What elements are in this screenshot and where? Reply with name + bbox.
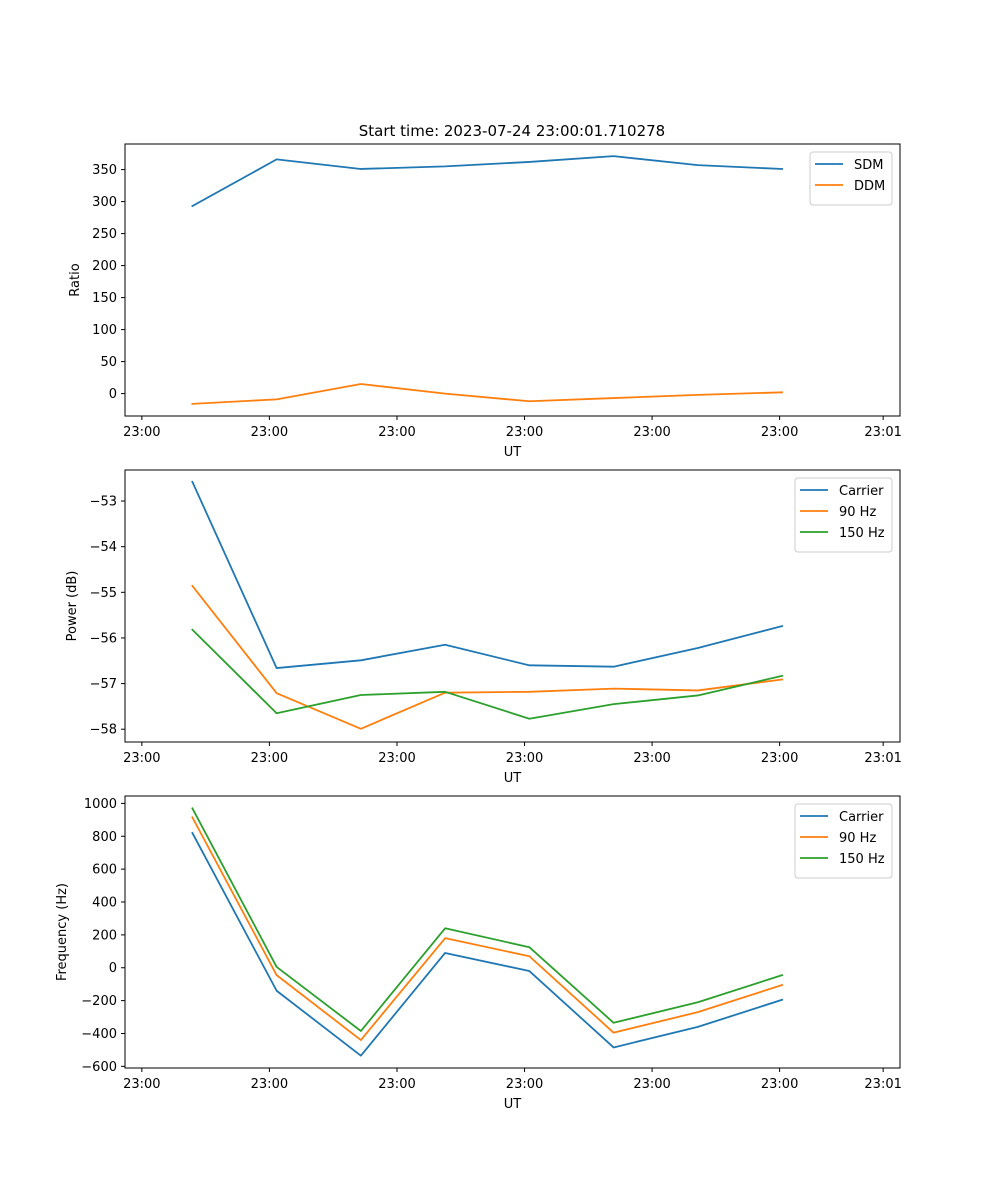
plot-frame <box>124 143 901 417</box>
x-tick-label: 23:00 <box>378 425 415 440</box>
y-tick-label: 0 <box>109 387 117 402</box>
x-tick-label: 23:00 <box>761 1077 798 1092</box>
series-line-carrier <box>191 480 784 669</box>
y-tick-label: 300 <box>92 195 117 210</box>
y-tick-label: 350 <box>92 163 117 178</box>
y-tick-label: −400 <box>81 1027 117 1042</box>
legend: Carrier 90 Hz 150 Hz <box>794 803 893 879</box>
y-tick-label: 400 <box>92 896 117 911</box>
legend-label: 90 Hz <box>839 831 876 846</box>
series-line-90-hz <box>191 816 784 1041</box>
legend-label: DDM <box>854 179 885 194</box>
x-tick-label: 23:00 <box>506 425 543 440</box>
y-tick-label: −55 <box>90 586 117 601</box>
x-tick-label: 23:00 <box>761 751 798 766</box>
series-line-150-hz <box>191 807 784 1032</box>
x-axis-label: UT <box>504 445 522 460</box>
x-tick-label: 23:00 <box>506 751 543 766</box>
legend-label: 150 Hz <box>839 852 885 867</box>
plot-frame <box>124 469 901 743</box>
x-tick-label: 23:00 <box>378 1077 415 1092</box>
y-axis-label: Ratio <box>68 263 83 296</box>
y-tick-label: 100 <box>92 323 117 338</box>
y-tick-label: −56 <box>90 631 117 646</box>
chart-1: 0 50 100 150 200 250 300 350 23:00 23:00 23:00 23:0… <box>68 143 902 460</box>
series-line-150-hz <box>191 628 784 720</box>
y-tick-label: −600 <box>81 1060 117 1075</box>
x-tick-label: 23:00 <box>761 425 798 440</box>
x-tick-label: 23:00 <box>123 1077 160 1092</box>
y-tick-label: 150 <box>92 291 117 306</box>
x-tick-label: 23:01 <box>864 751 901 766</box>
series-line-sdm <box>191 155 784 208</box>
series-line-ddm <box>191 383 783 405</box>
x-tick-label: 23:00 <box>251 425 288 440</box>
legend-box <box>794 477 893 553</box>
x-tick-label: 23:00 <box>251 1077 288 1092</box>
x-tick-label: 23:00 <box>633 425 670 440</box>
y-tick-label: 0 <box>109 961 117 976</box>
y-tick-label: 250 <box>92 227 117 242</box>
legend-box <box>794 803 893 879</box>
x-tick-label: 23:00 <box>123 751 160 766</box>
y-tick-label: −200 <box>81 994 117 1009</box>
y-tick-label: 200 <box>92 928 117 943</box>
charts-container: 0 50 100 150 200 250 300 350 23:00 23:00 23:00 23:0… <box>55 143 902 1112</box>
x-tick-label: 23:00 <box>378 751 415 766</box>
y-tick-label: 600 <box>92 863 117 878</box>
y-tick-label: −54 <box>90 540 117 555</box>
chart-2: −58 −57 −56 −55 −54 −53 23:00 23:00 23:00 23:00 23… <box>65 469 902 786</box>
series-line-90-hz <box>191 584 784 730</box>
x-tick-label: 23:00 <box>633 1077 670 1092</box>
legend-label: 90 Hz <box>839 505 876 520</box>
legend-label: Carrier <box>839 484 884 499</box>
y-axis-label: Frequency (Hz) <box>55 883 70 981</box>
legend-box <box>809 151 893 206</box>
legend-label: 150 Hz <box>839 526 885 541</box>
x-axis-label: UT <box>504 771 522 786</box>
x-tick-label: 23:01 <box>864 425 901 440</box>
y-tick-label: 1000 <box>84 797 117 812</box>
x-tick-label: 23:00 <box>506 1077 543 1092</box>
legend-label: Carrier <box>839 810 884 825</box>
legend: Carrier 90 Hz 150 Hz <box>794 477 893 553</box>
legend-label: SDM <box>854 158 883 173</box>
x-tick-label: 23:00 <box>123 425 160 440</box>
series-line-carrier <box>191 831 784 1057</box>
plot-frame <box>124 795 901 1069</box>
y-tick-label: 200 <box>92 259 117 274</box>
y-axis-label: Power (dB) <box>65 571 80 642</box>
legend: SDM DDM <box>809 151 893 206</box>
x-axis-label: UT <box>504 1097 522 1112</box>
y-tick-label: −58 <box>90 723 117 738</box>
y-tick-label: 800 <box>92 830 117 845</box>
y-tick-label: 50 <box>100 355 117 370</box>
y-tick-label: −57 <box>90 677 117 692</box>
chart-3: −600 −400 −200 0 200 400 600 800 1000 23:00 23:00 2… <box>55 795 902 1112</box>
x-tick-label: 23:00 <box>633 751 670 766</box>
x-tick-label: 23:01 <box>864 1077 901 1092</box>
figure-title: Start time: 2023-07-24 23:00:01.710278 <box>359 122 665 140</box>
y-tick-label: −53 <box>90 495 117 510</box>
x-tick-label: 23:00 <box>251 751 288 766</box>
